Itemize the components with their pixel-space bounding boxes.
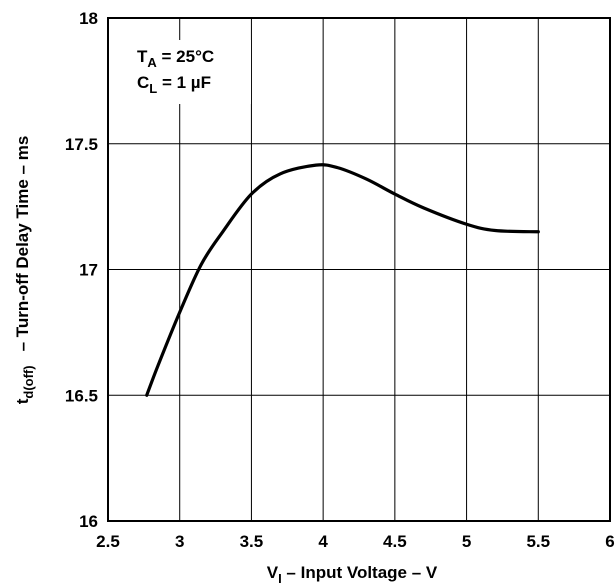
y-tick-labels: 16 16.5 17 17.5 18 [65, 9, 98, 531]
series-line [145, 163, 540, 397]
x-tick-label: 3.5 [240, 532, 264, 551]
x-axis-title: VI – Input Voltage – V [267, 563, 438, 584]
annotation-capacitance: CL = 1 µF [137, 73, 211, 96]
x-tick-label: 5 [462, 532, 471, 551]
x-tick-label: 2.5 [96, 532, 120, 551]
annotation-box: TA = 25°C CL = 1 µF [129, 40, 251, 104]
y-tick-label: 16.5 [65, 386, 98, 405]
annotation-temperature: TA = 25°C [137, 47, 214, 70]
x-tick-label: 6 [605, 532, 614, 551]
x-tick-label: 4 [318, 532, 328, 551]
y-tick-label: 18 [79, 9, 98, 28]
y-tick-label: 17.5 [65, 135, 98, 154]
x-tick-label: 3 [175, 532, 184, 551]
y-tick-label: 17 [79, 261, 98, 280]
plot-frame [107, 17, 611, 522]
y-tick-label: 16 [79, 512, 98, 531]
x-tick-labels: 2.5 3 3.5 4 4.5 5 5.5 6 [96, 532, 615, 551]
x-tick-label: 4.5 [383, 532, 407, 551]
x-tick-label: 5.5 [526, 532, 550, 551]
y-axis-title: td(off)– Turn-off Delay Time – ms [13, 136, 36, 405]
